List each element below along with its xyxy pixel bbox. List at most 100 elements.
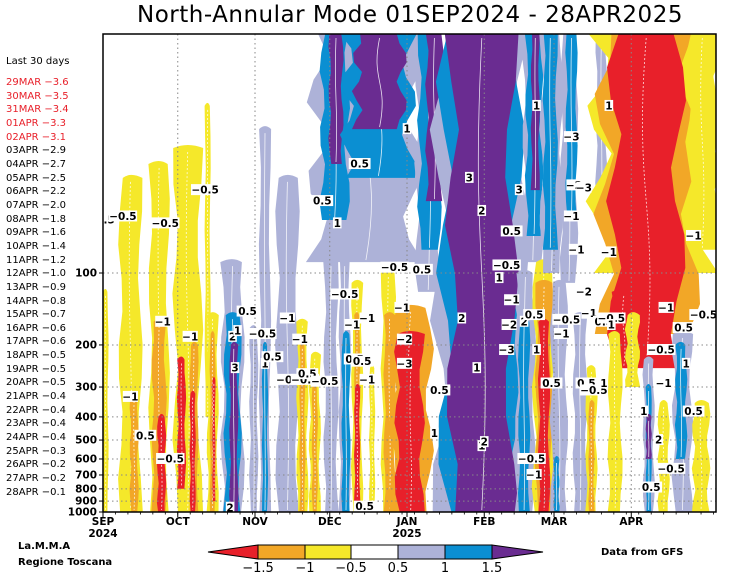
row-value: −0.2 <box>38 473 67 485</box>
contour-label-bg <box>597 312 626 324</box>
contour-label: −2 <box>501 319 517 331</box>
last-30-days-row: 17APR −0.6 <box>6 335 69 349</box>
contour-label: 0.5 <box>684 406 703 418</box>
contour-line <box>192 397 194 511</box>
credit-org-line1: La.M.M.A <box>18 541 71 552</box>
contour-label: −0.5 <box>311 376 338 388</box>
contour-label-bg <box>553 328 570 340</box>
contour-label: 1 <box>403 124 410 136</box>
x-tick-label: DEC <box>318 516 342 528</box>
contour-label: 0.5 <box>502 226 521 238</box>
contour-label-bg <box>658 301 674 313</box>
colorbar-swatch <box>350 544 399 560</box>
row-value: −0.4 <box>38 391 67 403</box>
contour-label-bg <box>228 330 237 342</box>
last-30-days-row: 21APR −0.4 <box>6 390 69 404</box>
row-date: 10APR <box>6 240 39 252</box>
row-date: 02APR <box>6 131 39 143</box>
contour-label: 1 <box>533 345 540 357</box>
contour-label: −1 <box>344 319 360 331</box>
row-value: −0.4 <box>38 404 67 416</box>
last-30-days-row: 31MAR −3.4 <box>6 103 69 117</box>
row-value: −0.2 <box>38 459 67 471</box>
row-value: −0.5 <box>38 350 67 362</box>
contour-label-bg <box>540 377 563 389</box>
row-date: 24APR <box>6 432 39 444</box>
contour-band <box>212 376 216 502</box>
contour-label-bg <box>108 210 138 222</box>
row-value: −0.6 <box>38 322 67 334</box>
row-value: −2.9 <box>38 145 67 157</box>
contour-label: 3 <box>231 363 238 375</box>
last-30-days-row: 22APR −0.4 <box>6 404 69 418</box>
contour-label-bg <box>656 462 686 474</box>
contour-label: −1 <box>279 313 295 325</box>
last-30-days-row: 05APR −2.5 <box>6 172 69 186</box>
contour-line <box>543 325 546 511</box>
row-value: −2.0 <box>38 199 67 211</box>
y-tick-label: 900 <box>75 496 97 508</box>
row-date: 21APR <box>6 391 39 403</box>
contour-label: 2 <box>478 205 485 217</box>
row-value: −0.4 <box>38 418 67 430</box>
contour-label: 0.5 <box>350 159 369 171</box>
contour-label: 1 <box>261 358 268 370</box>
contour-line <box>157 325 161 511</box>
row-date: 04APR <box>6 158 39 170</box>
contour-label: −0.5 <box>690 310 717 322</box>
contour-label: 1 <box>682 358 689 370</box>
contour-label: −1 <box>155 316 171 328</box>
contour-label-bg <box>411 263 433 275</box>
contour-label: 2 <box>458 313 465 325</box>
last-30-days-row: 16APR −0.6 <box>6 322 69 336</box>
y-tick-label: 300 <box>75 382 97 394</box>
contour-label: 0.5 <box>238 306 257 318</box>
contour-label-bg <box>656 377 672 389</box>
contour-line <box>371 372 373 511</box>
x-tick-label: OCT <box>166 516 191 528</box>
contour-line <box>356 390 358 500</box>
contour-line <box>133 400 135 511</box>
contour-label: −0.5 <box>493 260 520 272</box>
contour-label-bg <box>230 362 240 374</box>
contour-band <box>606 34 686 369</box>
contour-label-bg <box>517 452 546 464</box>
contour-label: −3 <box>396 358 412 370</box>
y-tick-label: 500 <box>75 435 97 447</box>
contour-label-bg <box>236 305 259 317</box>
contour-label-bg <box>682 405 705 417</box>
contour-label-bg <box>225 501 235 512</box>
row-date: 14APR <box>6 295 39 307</box>
contour-label: 0.5 <box>430 385 449 397</box>
contour-label-bg <box>689 309 716 321</box>
contour-label: −1 <box>394 302 410 314</box>
contour-label-bg <box>351 355 374 367</box>
contour-label-bg <box>601 246 617 258</box>
contour-label: 3 <box>466 172 473 184</box>
contour-label-bg <box>646 344 676 356</box>
contour-label-bg <box>672 322 695 334</box>
row-date: 06APR <box>6 186 39 198</box>
contour-label-bg <box>604 99 614 111</box>
contour-band <box>354 384 361 502</box>
contour-band <box>624 312 641 387</box>
row-date: 16APR <box>6 322 39 334</box>
contour-label-bg <box>494 272 504 284</box>
contour-label: 1 <box>496 273 503 285</box>
contour-label-bg <box>353 500 376 512</box>
row-date: 01APR <box>6 117 39 129</box>
contour-label: 2 <box>229 331 236 343</box>
contour-label-bg <box>430 427 439 439</box>
contour-label-bg <box>479 436 489 448</box>
last-30-days-row: 12APR −1.0 <box>6 267 69 281</box>
row-value: −3.1 <box>38 131 67 143</box>
contour-label-bg <box>344 318 360 330</box>
contour-band <box>685 34 716 250</box>
contour-line <box>579 319 582 511</box>
contour-label: 1 <box>605 100 612 112</box>
row-date: 03APR <box>6 145 39 157</box>
row-date: 26APR <box>6 459 39 471</box>
last-30-days-row: 18APR −0.5 <box>6 349 69 363</box>
contour-labels: 0.5−0.5−10.5−1−0.5−0.5−1−0.523120.5−0.51… <box>103 99 717 512</box>
